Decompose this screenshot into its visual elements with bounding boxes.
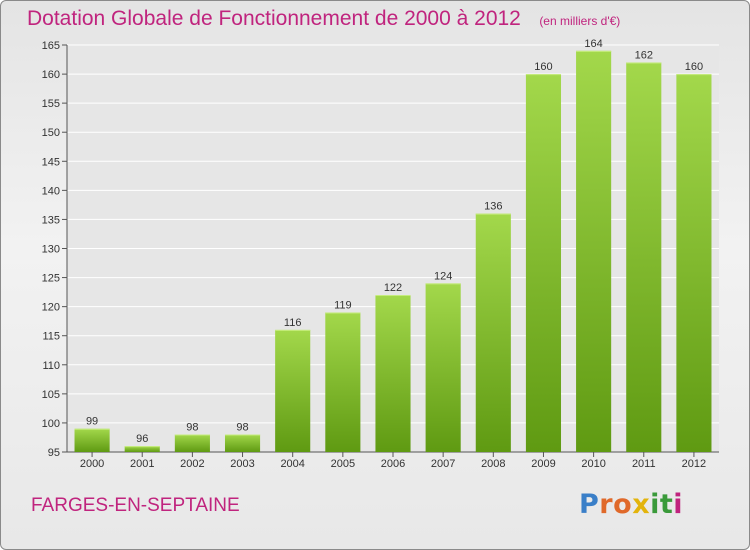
town-name: FARGES-EN-SEPTAINE	[31, 495, 240, 516]
data-label: 136	[484, 201, 502, 213]
y-tick-label: 165	[42, 40, 60, 52]
bar	[224, 434, 261, 452]
x-tick-label: 2007	[431, 458, 455, 470]
x-tick-label: 2002	[180, 458, 204, 470]
y-tick-label: 115	[42, 331, 60, 343]
logo-letter: i	[650, 489, 660, 520]
y-tick-label: 160	[42, 69, 60, 81]
x-tick-label: 2006	[381, 458, 405, 470]
bar	[174, 434, 210, 452]
x-tick-label: 2012	[682, 458, 706, 470]
logo-letter: o	[613, 489, 633, 520]
bar	[525, 74, 562, 453]
bar	[425, 283, 461, 452]
y-tick-label: 130	[42, 244, 60, 256]
x-tick-label: 2005	[331, 458, 355, 470]
y-tick-label: 135	[42, 214, 60, 226]
chart-title-block: Dotation Globale de Fonctionnement de 20…	[27, 7, 620, 31]
data-label: 162	[635, 49, 653, 61]
bar	[375, 295, 411, 452]
bar	[475, 213, 511, 452]
y-tick-label: 100	[42, 418, 60, 430]
data-label: 124	[434, 270, 452, 282]
data-label: 99	[86, 416, 98, 428]
x-tick-label: 2000	[80, 458, 104, 470]
y-tick-label: 125	[42, 273, 60, 285]
x-tick-label: 2009	[531, 458, 555, 470]
y-tick-label: 120	[42, 302, 60, 314]
y-tick-label: 155	[42, 98, 60, 110]
data-label: 119	[334, 299, 352, 311]
bar	[576, 50, 612, 453]
x-tick-label: 2001	[130, 458, 154, 470]
chart-subtitle: (en milliers d'€)	[539, 14, 621, 28]
bar	[325, 312, 361, 452]
y-tick-label: 150	[42, 127, 60, 139]
data-label: 98	[186, 422, 198, 434]
x-tick-label: 2003	[230, 458, 254, 470]
y-tick-label: 145	[42, 156, 60, 168]
data-label: 164	[584, 38, 602, 50]
data-label: 116	[284, 317, 302, 329]
bar	[676, 74, 712, 453]
data-label: 98	[236, 422, 248, 434]
logo-letter: P	[579, 489, 600, 520]
data-label: 122	[384, 282, 402, 294]
y-tick-label: 110	[42, 360, 60, 372]
data-label: 160	[534, 61, 552, 73]
bar	[275, 329, 311, 452]
logo-letter: x	[632, 489, 651, 520]
proxiti-logo: Proxiti	[579, 489, 683, 520]
x-tick-label: 2011	[632, 458, 656, 470]
x-tick-label: 2010	[581, 458, 605, 470]
bar	[626, 62, 662, 452]
x-tick-label: 2008	[481, 458, 505, 470]
y-tick-label: 105	[42, 389, 60, 401]
data-label: 96	[136, 433, 148, 445]
bar	[74, 428, 110, 452]
y-tick-label: 95	[48, 447, 60, 459]
x-tick-label: 2004	[280, 458, 304, 470]
bar	[124, 446, 160, 452]
y-tick-label: 140	[42, 185, 60, 197]
logo-letter: r	[599, 489, 614, 520]
logo-letter: t	[659, 489, 674, 520]
data-label: 160	[685, 61, 703, 73]
logo-letter: i	[673, 489, 684, 520]
chart-title: Dotation Globale de Fonctionnement de 20…	[27, 7, 521, 30]
